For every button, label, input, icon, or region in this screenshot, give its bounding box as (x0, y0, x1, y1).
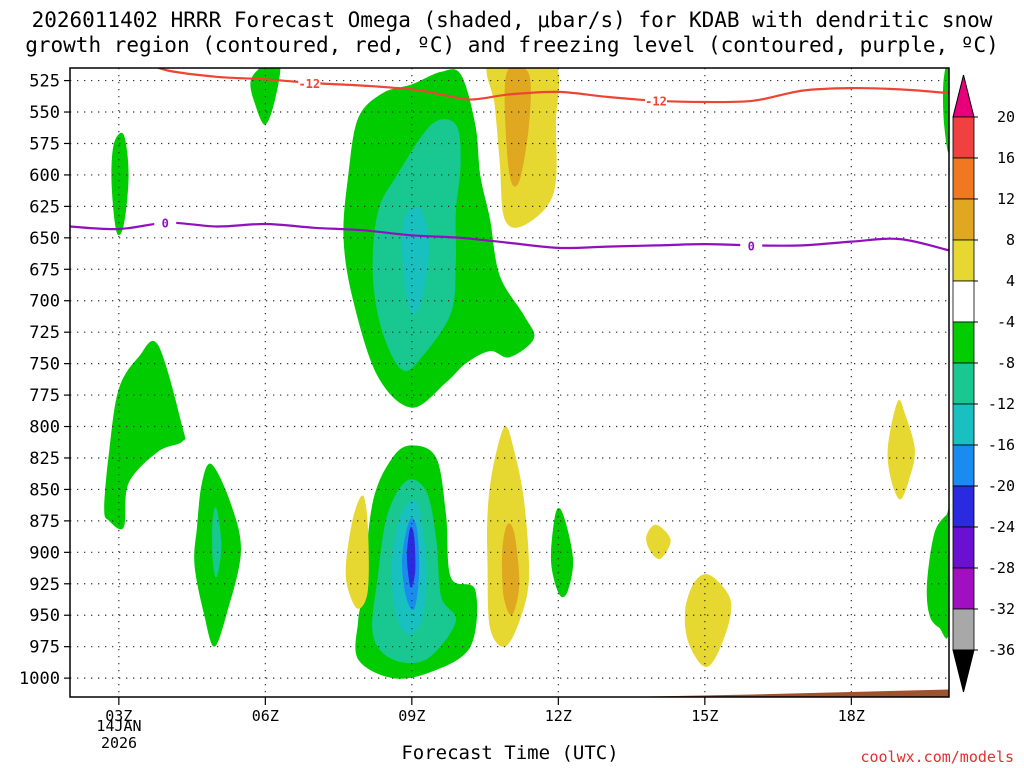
x-axis-title: Forecast Time (UTC) (401, 742, 619, 764)
colorbar-bin-12-to-16 (952, 157, 975, 200)
colorbar-label-6: -8 (997, 354, 1015, 372)
y-tick-label-775: 775 (29, 386, 60, 406)
colorbar-label-0: 20 (997, 108, 1015, 126)
plot-area: -12 -12 0 0 (70, 68, 949, 697)
title-line-2: growth region (contoured, red, ºC) and f… (25, 33, 999, 57)
colorbar-bin--4-to-4 (952, 280, 975, 323)
freezing-contour-label-bg-0 (154, 215, 177, 230)
omega-region-sinking-low-05z-core (212, 507, 222, 578)
freezing-contour-label-bg-1 (740, 238, 763, 253)
title-line-1: 2026011402 HRRR Forecast Omega (shaded, … (31, 8, 993, 32)
y-tick-label-625: 625 (29, 197, 60, 217)
colorbar-bin--12-to--8 (952, 362, 975, 405)
colorbar-bin-4-to-8 (952, 239, 975, 282)
dgz-contour-label-bg-1 (645, 93, 667, 108)
x-tick-label-12Z: 12Z (545, 707, 572, 725)
y-tick-label-725: 725 (29, 323, 60, 343)
dgz-contour-line (155, 68, 949, 104)
y-tick-label-800: 800 (29, 418, 60, 438)
colorbar-label-1: 16 (997, 149, 1015, 167)
omega-region-sinking-main-low-l5 (406, 526, 416, 588)
freezing-contour-line (70, 221, 949, 252)
y-tick-label-975: 975 (29, 638, 60, 658)
colorbar-label-10: -24 (988, 518, 1015, 536)
colorbar-bin--24-to--20 (952, 485, 975, 528)
y-tick-label-600: 600 (29, 166, 60, 186)
freezing-contour-label-1: 0 (748, 239, 755, 253)
omega-region-rising-top-11z-core (504, 68, 531, 187)
colorbar-cap-bottom (952, 649, 975, 693)
colorbar-bin--16-to--12 (952, 403, 975, 446)
omega-region-sinking-late-right-low (926, 505, 949, 639)
x-tick-label-09Z: 09Z (398, 707, 425, 725)
credit-link[interactable]: coolwx.com/models (860, 748, 1014, 766)
y-tick-label-825: 825 (29, 449, 60, 469)
y-tick-label-950: 950 (29, 606, 60, 626)
plot-frame (69, 67, 950, 698)
omega-region-rising-low-15z (684, 574, 732, 667)
omega-region-rising-low-14z (646, 524, 671, 560)
colorbar-bin--28-to--24 (952, 526, 975, 569)
colorbar-label-12: -32 (988, 600, 1015, 618)
y-tick-label-925: 925 (29, 575, 60, 595)
omega-region-sinking-late-right-top (942, 68, 949, 153)
omega-region-sinking-early-upper (111, 132, 129, 236)
run-date-year: 2026 (100, 734, 138, 752)
y-tick-label-700: 700 (29, 292, 60, 312)
run-date-day: 14JAN (96, 717, 142, 735)
y-tick-label-1000: 1000 (19, 669, 60, 689)
colorbar-label-5: -4 (997, 313, 1015, 331)
colorbar-bin--20-to--16 (952, 444, 975, 487)
omega-region-sinking-midlevel-early (104, 340, 186, 530)
dgz-contour-label-1: -12 (645, 95, 667, 109)
colorbar-bin--36-to--32 (952, 608, 975, 651)
colorbar-label-11: -28 (988, 559, 1015, 577)
y-tick-label-525: 525 (29, 72, 60, 92)
x-tick-label-18Z: 18Z (838, 707, 865, 725)
colorbar-label-7: -12 (988, 395, 1015, 413)
y-tick-label-900: 900 (29, 543, 60, 563)
y-tick-label-575: 575 (29, 134, 60, 154)
axes: 525 550 575 600 625 650 675 700 725 750 775 800 825 8… (19, 67, 950, 725)
y-tick-label-550: 550 (29, 103, 60, 123)
colorbar-label-13: -36 (988, 641, 1015, 659)
colorbar-label-9: -20 (988, 477, 1015, 495)
dgz-contour-label-bg-0 (298, 76, 321, 91)
y-tick-label-850: 850 (29, 480, 60, 500)
colorbar-cap-top (952, 74, 975, 118)
y-tick-label-650: 650 (29, 229, 60, 249)
y-tick-label-875: 875 (29, 512, 60, 532)
y-tick-label-750: 750 (29, 355, 60, 375)
run-date: 14JAN 2026 (82, 718, 156, 752)
chart-title: 2026011402 HRRR Forecast Omega (shaded, … (0, 8, 1024, 58)
colorbar-bin--32-to--28 (952, 567, 975, 610)
x-tick-label-06Z: 06Z (252, 707, 279, 725)
omega-region-rising-mid-19z (887, 399, 915, 500)
y-tick-label-675: 675 (29, 260, 60, 280)
colorbar-label-2: 12 (997, 190, 1015, 208)
x-tick-label-03Z: 03Z (105, 707, 132, 725)
omega-region-sinking-top-06z (250, 68, 281, 125)
colorbar-bin-8-to-12 (952, 198, 975, 241)
omega-region-sinking-12z-low (550, 507, 574, 598)
x-tick-label-15Z: 15Z (691, 707, 718, 725)
colorbar-label-3: 8 (1006, 231, 1015, 249)
colorbar-label-8: -16 (988, 436, 1015, 454)
colorbar-bin-16-to-20 (952, 116, 975, 159)
terrain-fill (625, 689, 949, 697)
dgz-contour-label-0: -12 (298, 77, 320, 91)
freezing-contour-label-0: 0 (162, 217, 169, 231)
omega-region-rising-low-11z-core (501, 523, 520, 616)
colorbar: 20 16 12 8 4 -4 -8 -12 -16 -20 -24 -28 -32 -36 (952, 74, 1015, 693)
colorbar-bin--8-to--4 (952, 321, 975, 364)
colorbar-label-4: 4 (1006, 272, 1015, 290)
omega-region-sinking-main-upper-l3 (402, 207, 429, 315)
